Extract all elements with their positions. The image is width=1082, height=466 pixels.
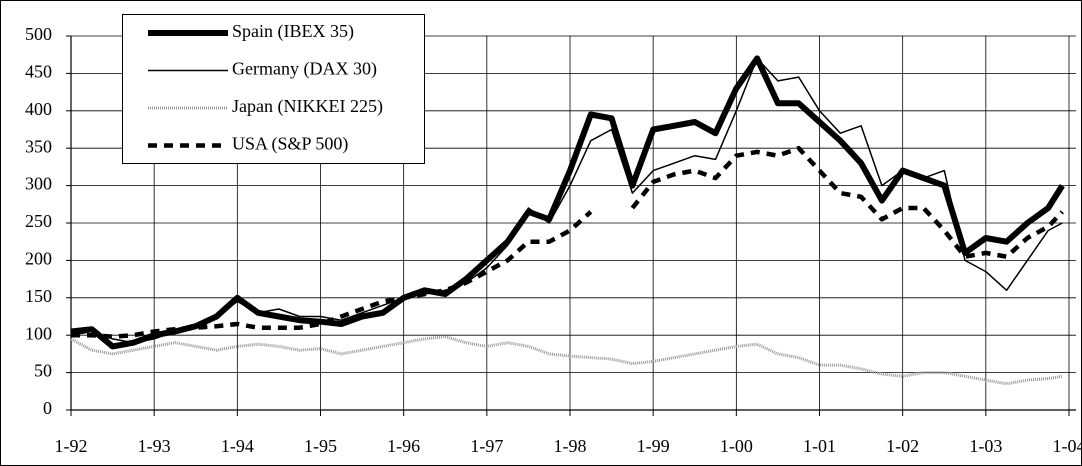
y-tick-label: 500 xyxy=(25,24,52,44)
y-tick-label: 350 xyxy=(25,136,52,156)
x-tick-label: 1-92 xyxy=(55,436,88,456)
x-tick-label: 1-00 xyxy=(720,436,753,456)
x-tick-label: 1-94 xyxy=(221,436,254,456)
y-tick-label: 100 xyxy=(25,323,52,343)
y-tick-label: 300 xyxy=(25,174,52,194)
x-tick-label: 1-95 xyxy=(304,436,337,456)
x-tick-label: 1-99 xyxy=(637,436,670,456)
y-tick-label: 0 xyxy=(43,398,52,418)
x-tick-label: 1-01 xyxy=(803,436,836,456)
series-line xyxy=(71,145,1064,339)
x-tick-label: 1-04 xyxy=(1053,436,1082,456)
y-tick-label: 450 xyxy=(25,62,52,82)
x-tick-label: 1-96 xyxy=(387,436,420,456)
legend-label: Spain (IBEX 35) xyxy=(232,21,354,42)
y-tick-label: 250 xyxy=(25,211,52,231)
y-tick-label: 200 xyxy=(25,249,52,269)
legend-label: Germany (DAX 30) xyxy=(232,59,377,80)
series-line xyxy=(70,57,1063,344)
y-tick-label: 150 xyxy=(25,286,52,306)
x-tick-label: 1-03 xyxy=(969,436,1002,456)
x-tick-label: 1-02 xyxy=(886,436,919,456)
y-tick-label: 400 xyxy=(25,99,52,119)
x-tick-label: 1-97 xyxy=(470,436,503,456)
x-tick-label: 1-93 xyxy=(138,436,171,456)
legend-label: Japan (NIKKEI 225) xyxy=(232,96,383,117)
series-line xyxy=(70,335,1063,386)
x-tick-label: 1-98 xyxy=(554,436,587,456)
y-tick-label: 50 xyxy=(34,361,52,381)
legend-box xyxy=(122,14,425,164)
legend-label: USA (S&P 500) xyxy=(232,134,348,155)
